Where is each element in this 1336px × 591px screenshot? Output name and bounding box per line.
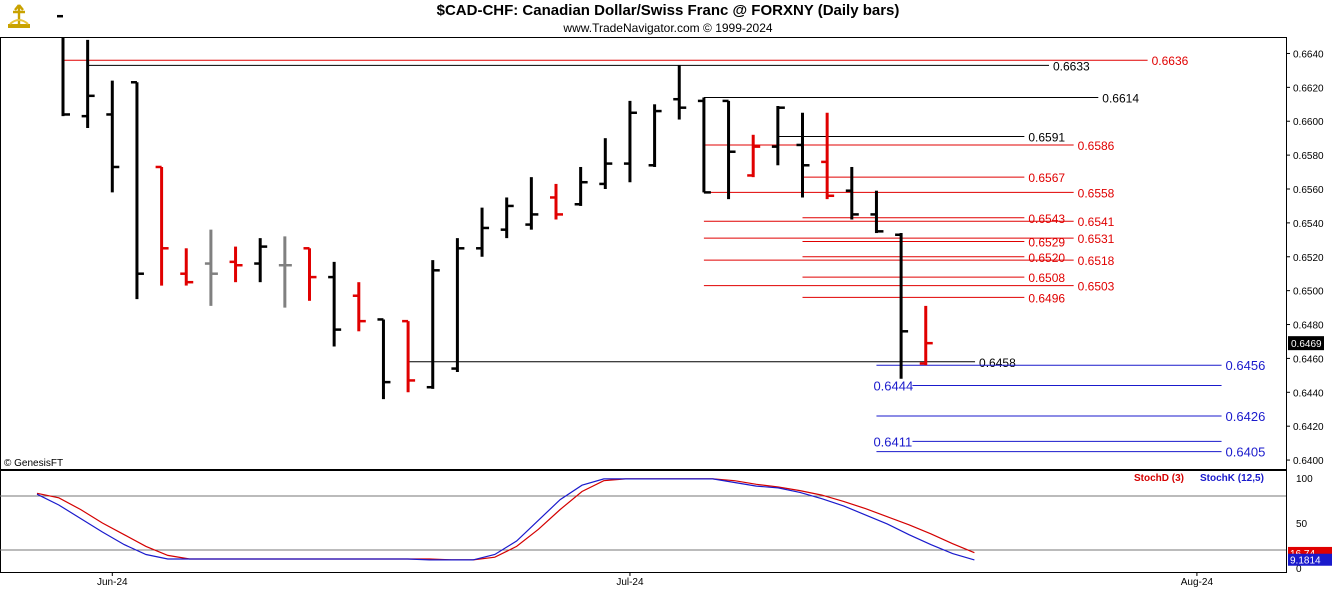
ohlc-bar: [303, 247, 317, 301]
price-tick-label: 0.6620: [1293, 83, 1324, 94]
level-label: 0.6508: [1028, 271, 1065, 285]
level-label: 0.6444: [873, 379, 913, 394]
ohlc-bar: [328, 261, 342, 347]
ohlc-bar: [623, 100, 637, 183]
price-tick-label: 0.6420: [1293, 422, 1324, 433]
ohlc-bar: [204, 229, 218, 306]
ohlc-bar: [278, 236, 292, 308]
price-tick-label: 0.6520: [1293, 253, 1324, 264]
ohlc-bar: [352, 282, 366, 332]
level-label: 0.6633: [1053, 59, 1090, 73]
stochk-last-value: 9.1814: [1290, 556, 1321, 567]
level-label: 0.6543: [1028, 212, 1065, 226]
stoch-tick-label: 100: [1296, 474, 1313, 485]
stoch-tick-label: 0: [1296, 564, 1302, 575]
ohlc-bar: [796, 112, 810, 198]
ohlc-bar: [130, 81, 144, 300]
ohlc-bar: [697, 97, 711, 194]
stoch-series-line: [36, 478, 975, 561]
ohlc-bar: [845, 166, 859, 220]
level-label: 0.6529: [1028, 236, 1065, 250]
legend-stochd: StochD (3): [1134, 473, 1184, 484]
stochastic-panel: 10050016.749.1814: [0, 474, 1332, 575]
chart-title: $CAD-CHF: Canadian Dollar/Swiss Franc @ …: [436, 2, 900, 19]
chart-subtitle: www.TradeNavigator.com © 1999-2024: [563, 21, 773, 35]
price-tick-label: 0.6440: [1293, 388, 1324, 399]
price-tick-label: 0.6580: [1293, 151, 1324, 162]
price-tick-label: 0.6460: [1293, 354, 1324, 365]
data-credit: © GenesisFT: [4, 458, 64, 469]
level-label: 0.6426: [1226, 409, 1266, 424]
ohlc-bar: [747, 134, 761, 178]
ohlc-bar: [574, 166, 588, 206]
ohlc-bar: [599, 138, 613, 189]
last-price-label: 0.6469: [1291, 339, 1322, 350]
stochk-last-box: [1288, 553, 1332, 566]
level-label: 0.6567: [1028, 171, 1065, 185]
ohlc-bar: [402, 319, 416, 393]
ohlc-bar: [180, 248, 194, 286]
price-tick-label: 0.6540: [1293, 219, 1324, 230]
price-tick-label: 0.6400: [1293, 456, 1324, 467]
date-tick-label: Jul-24: [616, 577, 644, 588]
ohlc-bar: [722, 99, 736, 200]
level-label: 0.6541: [1078, 215, 1115, 229]
price-tick-label: 0.6560: [1293, 185, 1324, 196]
level-label: 0.6614: [1102, 92, 1139, 106]
ohlc-bar: [550, 183, 563, 220]
level-label: 0.6411: [873, 434, 912, 449]
level-label: 0.6591: [1028, 130, 1065, 144]
last-price-box: [1288, 336, 1324, 351]
price-tick-label: 0.6500: [1293, 287, 1324, 298]
ohlc-bar: [229, 246, 243, 283]
level-label: 0.6458: [979, 356, 1016, 370]
ohlc-bar: [648, 104, 662, 167]
trade-navigator-logo-icon: [8, 4, 30, 28]
ohlc-bar: [155, 165, 169, 286]
ohlc-bar: [254, 238, 268, 283]
price-levels: 0.6636 0.6633 0.6614 0.6591 0.6586 0.6567 0.65…: [63, 54, 1266, 460]
chart-frame: [0, 37, 1287, 573]
ohlc-bar: [426, 260, 440, 389]
level-label: 0.6518: [1078, 254, 1115, 268]
level-label: 0.6520: [1028, 251, 1065, 265]
ohlc-bar: [525, 177, 539, 230]
stoch-panel-border: [0, 470, 1287, 573]
ohlc-bar: [895, 233, 909, 379]
price-tick-label: 0.6600: [1293, 117, 1324, 128]
level-label: 0.6531: [1078, 232, 1115, 246]
ohlc-bar: [451, 238, 465, 372]
ohlc-bar: [673, 65, 687, 120]
ohlc-bar: [476, 207, 490, 257]
price-bars: [57, 14, 933, 400]
ohlc-bar: [81, 39, 95, 129]
stoch-tick-label: 50: [1296, 519, 1308, 530]
ohlc-bar: [57, 14, 70, 117]
level-label: 0.6405: [1226, 445, 1266, 460]
ohlc-bar: [500, 197, 514, 239]
ohlc-bar: [771, 105, 785, 166]
level-label: 0.6586: [1078, 139, 1115, 153]
level-label: 0.6496: [1028, 291, 1065, 305]
level-label: 0.6503: [1078, 280, 1115, 294]
price-tick-label: 0.6640: [1293, 49, 1324, 60]
level-label: 0.6636: [1152, 54, 1189, 68]
ohlc-bar: [870, 190, 884, 234]
price-axis: 0.6400 0.6420 0.6440 0.6460 0.6480 0.6500 0.65…: [1286, 49, 1324, 467]
ohlc-bar: [106, 80, 120, 193]
ohlc-bar: [377, 318, 391, 400]
level-label: 0.6558: [1078, 186, 1115, 200]
ohlc-bar: [821, 112, 835, 200]
price-tick-label: 0.6480: [1293, 321, 1324, 332]
date-tick-label: Aug-24: [1181, 577, 1214, 588]
price-panel-border: [0, 37, 1287, 470]
legend-stochk: StochK (12,5): [1200, 473, 1264, 484]
level-label: 0.6456: [1226, 358, 1266, 373]
date-axis: Jun-24 Jul-24 Aug-24: [97, 572, 1213, 588]
date-tick-label: Jun-24: [97, 577, 128, 588]
ohlc-bar: [919, 305, 933, 366]
